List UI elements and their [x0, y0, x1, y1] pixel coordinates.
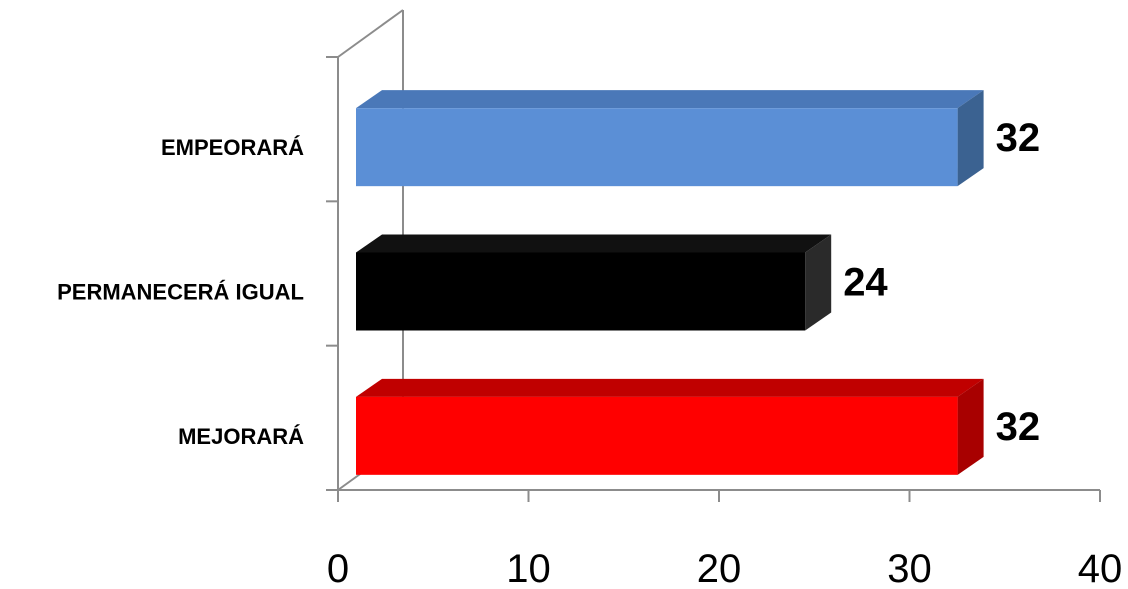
- bar-top-face: [356, 378, 984, 397]
- bar: [356, 108, 958, 187]
- bar-side-face: [957, 378, 984, 475]
- bars: [356, 90, 984, 475]
- bar-top-face: [356, 234, 832, 253]
- bar-side-face: [957, 90, 984, 187]
- category-label: MEJORARÁ: [178, 424, 304, 449]
- bar-side-face: [805, 234, 832, 331]
- bar-top-face: [356, 90, 984, 109]
- data-label: 32: [996, 405, 1041, 449]
- back-wall-top-edge: [337, 9, 404, 58]
- data-label: 24: [843, 261, 888, 305]
- data-label: 32: [996, 116, 1041, 160]
- x-tick-label: 30: [887, 547, 932, 584]
- labels: 0 10 20 30 40 EMPEORARÁ 32 PERMANECERÁ IGUAL 24 M…: [57, 116, 1123, 589]
- category-label: EMPEORARÁ: [161, 135, 304, 160]
- x-tick-label: 10: [506, 547, 551, 584]
- bar: [356, 252, 806, 331]
- x-tick-label: 40: [1078, 547, 1123, 584]
- x-tick-label: 0: [327, 547, 349, 584]
- category-label: PERMANECERÁ IGUAL: [57, 280, 304, 305]
- axes: [326, 9, 1101, 502]
- bar: [356, 396, 958, 475]
- x-tick-label: 20: [697, 547, 742, 584]
